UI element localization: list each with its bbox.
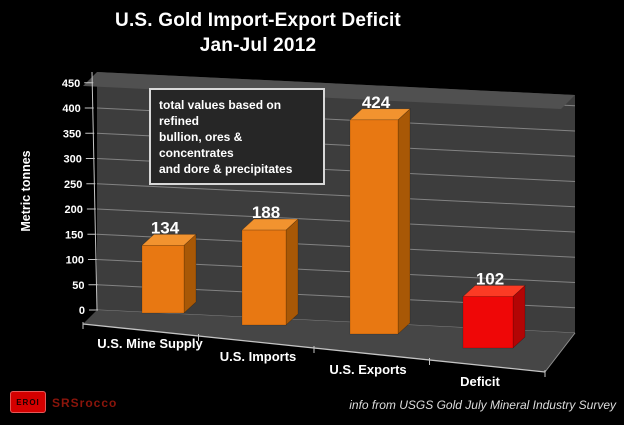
bar-u-s-mine-supply bbox=[141, 245, 185, 314]
annotation-line: bullion, ores & concentrates bbox=[159, 130, 243, 160]
bar-side-u-s-imports bbox=[285, 218, 299, 326]
chart-title: U.S. Gold Import-Export Deficit Jan-Jul … bbox=[0, 8, 516, 58]
bar-deficit bbox=[462, 296, 514, 349]
annotation-line: and dore & precipitates bbox=[159, 162, 293, 176]
y-tick-label: 100 bbox=[66, 255, 84, 267]
bar-value-label: 134 bbox=[151, 218, 180, 237]
y-tick-label: 0 bbox=[79, 305, 85, 317]
y-tick-label: 150 bbox=[65, 229, 83, 241]
y-tick-label: 350 bbox=[63, 128, 81, 140]
source-text: info from USGS Gold July Mineral Industr… bbox=[349, 398, 616, 412]
floor-right-edge bbox=[544, 332, 576, 373]
y-tick-label: 400 bbox=[62, 103, 80, 115]
bar-value-label: 188 bbox=[252, 203, 280, 222]
bar-u-s-imports bbox=[241, 229, 287, 326]
chart-title-line1: U.S. Gold Import-Export Deficit bbox=[115, 10, 401, 31]
wall-top-edge bbox=[83, 72, 575, 109]
x-category-label: Deficit bbox=[460, 374, 500, 389]
y-axis-title: Metric tonnes bbox=[19, 150, 33, 231]
x-category-label: U.S. Mine Supply bbox=[97, 336, 203, 351]
y-tick-label: 300 bbox=[63, 154, 81, 166]
bar-side-u-s-mine-supply bbox=[183, 233, 197, 314]
bar-value-label: 424 bbox=[362, 93, 391, 112]
gridline bbox=[96, 183, 576, 208]
x-category-label: U.S. Imports bbox=[220, 349, 297, 364]
annotation-box: total values based on refined bullion, o… bbox=[149, 88, 325, 185]
y-axis-line bbox=[91, 71, 98, 311]
eroi-logo: EROI bbox=[10, 391, 46, 413]
y-tick-label: 250 bbox=[64, 179, 82, 191]
y-tick-label: 200 bbox=[65, 204, 83, 216]
bar-u-s-exports bbox=[349, 119, 399, 335]
plot-floor bbox=[83, 310, 575, 372]
gridline bbox=[96, 208, 576, 233]
x-category-label: U.S. Exports bbox=[329, 362, 406, 377]
chart-title-line2: Jan-Jul 2012 bbox=[199, 35, 317, 56]
brand-text: SRSrocco bbox=[52, 396, 118, 410]
annotation-line: total values based on refined bbox=[159, 98, 282, 128]
y-tick-label: 450 bbox=[62, 78, 80, 90]
bar-side-u-s-exports bbox=[397, 108, 411, 335]
y-tick-label: 50 bbox=[72, 280, 84, 292]
bar-value-label: 102 bbox=[476, 269, 504, 288]
